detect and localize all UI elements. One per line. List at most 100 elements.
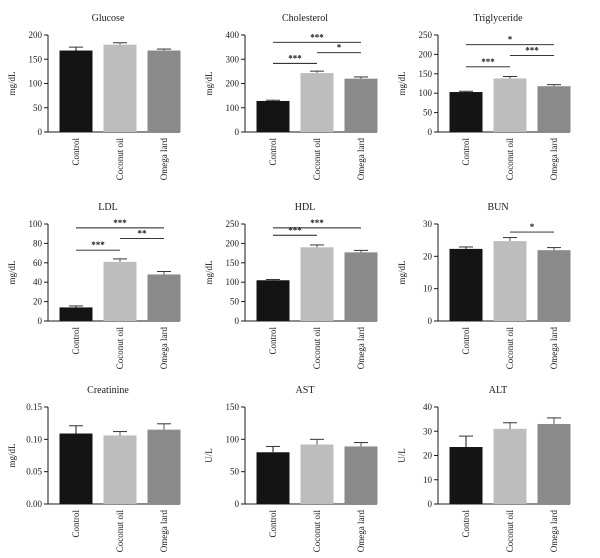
y-axis-label: U/L xyxy=(397,448,407,463)
bar-control xyxy=(449,447,483,504)
bar-omega-lard xyxy=(344,78,378,132)
bar-omega-lard xyxy=(147,50,181,132)
y-tick-label: 0.15 xyxy=(26,402,42,412)
bar-coconut-oil xyxy=(300,73,334,132)
category-label: Omega lard xyxy=(356,510,366,553)
category-label: Control xyxy=(268,510,278,538)
y-tick-label: 20 xyxy=(423,251,433,261)
chart-panel-triglyceride: Triglyceride 0 50 100 150 200 250 mg/dL Control C… xyxy=(397,13,571,180)
y-tick-label: 250 xyxy=(226,219,240,229)
y-tick-label: 150 xyxy=(29,54,43,64)
bar-coconut-oil xyxy=(300,444,334,504)
chart-panel-ldl: LDL 0 20 40 60 80 100 mg/dL Control Coconut oil Om… xyxy=(7,202,181,369)
bar-coconut-oil xyxy=(493,241,527,321)
y-axis-label: mg/dL xyxy=(397,72,407,96)
category-label: Control xyxy=(268,138,278,166)
y-tick-label: 50 xyxy=(33,103,43,113)
y-tick-label: 0 xyxy=(38,127,43,137)
category-label: Coconut oil xyxy=(505,327,515,370)
bar-control xyxy=(59,433,93,504)
y-tick-label: 0 xyxy=(235,499,240,509)
chart-panel-ast: AST 0 50 100 150 U/L Control Coconut oil Omega l… xyxy=(204,385,378,552)
category-label: Omega lard xyxy=(549,327,559,370)
chart-title: ALT xyxy=(489,385,508,396)
y-tick-label: 0 xyxy=(235,316,240,326)
category-label: Coconut oil xyxy=(115,327,125,370)
y-tick-label: 0 xyxy=(235,127,240,137)
category-label: Coconut oil xyxy=(505,138,515,181)
y-tick-label: 200 xyxy=(29,30,43,40)
category-label: Omega lard xyxy=(159,327,169,370)
bar-control xyxy=(449,248,483,321)
y-tick-label: 40 xyxy=(423,402,433,412)
bar-omega-lard xyxy=(147,274,181,321)
y-tick-label: 150 xyxy=(419,69,433,79)
y-axis-label: U/L xyxy=(204,448,214,463)
chart-title: Triglyceride xyxy=(473,13,523,24)
y-tick-label: 200 xyxy=(419,49,433,59)
significance-label: *** xyxy=(288,225,302,235)
category-label: Coconut oil xyxy=(115,510,125,553)
category-label: Omega lard xyxy=(549,138,559,181)
y-tick-label: 20 xyxy=(423,451,433,461)
significance-label: * xyxy=(337,43,342,53)
bar-control xyxy=(256,280,290,321)
chart-title: LDL xyxy=(98,202,117,213)
category-label: Omega lard xyxy=(159,510,169,553)
category-label: Omega lard xyxy=(159,138,169,181)
category-label: Control xyxy=(71,510,81,538)
chart-panel-glucose: Glucose 0 50 100 150 200 mg/dL Control Coconut o… xyxy=(7,13,181,180)
significance-label: *** xyxy=(310,32,324,42)
y-tick-label: 10 xyxy=(423,475,433,485)
y-axis-label: mg/dL xyxy=(397,261,407,285)
y-tick-label: 400 xyxy=(226,30,240,40)
y-tick-label: 0.10 xyxy=(26,434,42,444)
category-label: Coconut oil xyxy=(505,510,515,553)
category-label: Coconut oil xyxy=(115,138,125,181)
chart-panel-hdl: HDL 0 50 100 150 200 250 mg/dL Control Coconut oi… xyxy=(204,202,378,369)
significance-label: *** xyxy=(310,218,324,228)
y-tick-label: 20 xyxy=(33,297,43,307)
category-label: Control xyxy=(268,327,278,355)
y-axis-label: mg/dL xyxy=(7,261,17,285)
significance-label: *** xyxy=(525,46,539,56)
chart-title: Cholesterol xyxy=(282,13,328,24)
y-tick-label: 50 xyxy=(423,108,433,118)
y-tick-label: 50 xyxy=(230,297,240,307)
category-label: Control xyxy=(461,138,471,166)
significance-label: *** xyxy=(91,240,105,250)
chart-title: Glucose xyxy=(92,13,125,24)
chart-title: Creatinine xyxy=(87,385,129,396)
category-label: Coconut oil xyxy=(312,138,322,181)
y-tick-label: 0 xyxy=(428,316,433,326)
y-tick-label: 80 xyxy=(33,238,43,248)
bar-control xyxy=(59,307,93,321)
chart-panel-alt: ALT 0 10 20 30 40 U/L Control Coconut oil Omega l… xyxy=(397,385,571,552)
bar-coconut-oil xyxy=(493,428,527,504)
y-tick-label: 0.05 xyxy=(26,467,42,477)
y-tick-label: 30 xyxy=(423,219,433,229)
y-tick-label: 150 xyxy=(226,402,240,412)
category-label: Omega lard xyxy=(356,138,366,181)
y-tick-label: 0 xyxy=(428,499,433,509)
y-tick-label: 100 xyxy=(226,277,240,287)
y-tick-label: 100 xyxy=(226,434,240,444)
bar-omega-lard xyxy=(537,86,571,132)
bar-coconut-oil xyxy=(103,261,137,321)
y-axis-label: mg/dL xyxy=(204,261,214,285)
bar-omega-lard xyxy=(344,252,378,321)
y-tick-label: 100 xyxy=(419,88,433,98)
y-axis-label: mg/dL xyxy=(204,72,214,96)
y-axis-label: mg/dL xyxy=(7,72,17,96)
y-tick-label: 100 xyxy=(226,103,240,113)
chart-title: AST xyxy=(296,385,315,396)
y-tick-label: 40 xyxy=(33,277,43,287)
y-tick-label: 200 xyxy=(226,79,240,89)
category-label: Control xyxy=(71,138,81,166)
category-label: Omega lard xyxy=(549,510,559,553)
bar-omega-lard xyxy=(537,423,571,504)
y-tick-label: 0 xyxy=(38,316,43,326)
category-label: Omega lard xyxy=(356,327,366,370)
y-tick-label: 100 xyxy=(29,219,43,229)
